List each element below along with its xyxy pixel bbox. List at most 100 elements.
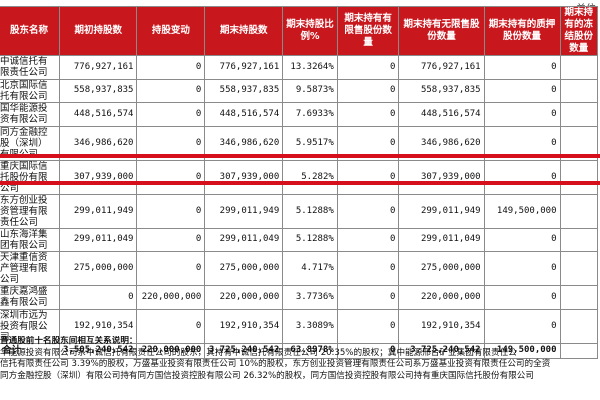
notes-line: 信托有限责任公司 3.39%的股权，万盛基业投资有限责任公司 10%的股权，东方… — [0, 359, 551, 369]
cell-pledged: 0 — [483, 159, 561, 195]
cell-pct: 4.717% — [282, 251, 338, 286]
table-row: 东方创业投资管理有限责任公司 299,011,949 0 299,011,949… — [0, 193, 599, 229]
cell-end: 776,927,161 — [204, 55, 284, 80]
cell-pct: 13.3264% — [282, 55, 338, 80]
cell-unrestricted: 192,910,354 — [398, 308, 485, 344]
cell-end: 346,986,620 — [204, 125, 284, 161]
cell-unrestricted: 776,927,161 — [398, 55, 485, 80]
cell-unrestricted: 3,725,240,542 — [398, 342, 485, 359]
cell-pledged: 149,500,000 — [483, 193, 561, 229]
cell-start: 299,011,949 — [59, 193, 138, 229]
cell-frozen — [559, 193, 599, 229]
cell-name: 深圳市远为投资有限公司 — [0, 308, 61, 344]
table-row: 山东海洋集团有限公司 299,011,049 0 299,011,049 5.1… — [0, 227, 599, 252]
table-header-row: 股东名称 期初持股数 持股变动 期末持股数 期末持股比例% 期末持有有限售股份数… — [0, 6, 599, 56]
cell-restricted: 0 — [336, 125, 400, 161]
cell-pct: 5.1288% — [282, 193, 338, 229]
cell-name: 同方金融控股（深圳）有限公司 — [0, 125, 61, 161]
cell-change: 220,000,000 — [136, 285, 206, 310]
cell-frozen — [559, 342, 599, 359]
cell-restricted: 0 — [336, 102, 400, 127]
cell-end: 299,011,949 — [204, 193, 284, 229]
cell-name: 北京国际信托有限公司 — [0, 78, 61, 103]
header-frozen: 期末持有的冻结股份数量 — [559, 6, 599, 56]
notes-line: 华能源投资有限公司系中诚信托有限责任公司的股东，其持有中诚信托有限责任公司 20… — [0, 347, 517, 358]
table-total-row: 合计 3,505,240,542 220,000,000 3,725,240,5… — [0, 342, 599, 359]
cell-restricted: 0 — [336, 193, 400, 229]
cell-pledged: 0 — [483, 78, 561, 103]
cell-restricted: 0 — [336, 251, 400, 286]
header-end-shares: 期末持股数 — [204, 6, 284, 56]
cell-start: 275,000,000 — [59, 251, 138, 286]
cell-frozen — [559, 102, 599, 127]
cell-unrestricted: 448,516,574 — [398, 102, 485, 127]
header-pledged: 期末持有的质押股份数量 — [483, 6, 561, 56]
cell-change: 0 — [136, 227, 206, 252]
header-name: 股东名称 — [0, 6, 61, 56]
cell-restricted: 0 — [336, 55, 400, 80]
cell-pct: 5.1288% — [282, 227, 338, 252]
cell-restricted: 0 — [336, 159, 400, 195]
cell-unrestricted: 346,986,620 — [398, 125, 485, 161]
cell-pledged: 0 — [483, 285, 561, 310]
cell-start: 3,505,240,542 — [59, 342, 138, 359]
cell-name: 重庆国际信托股份有限公司 — [0, 159, 61, 195]
notes-line: 同方金融控股（深圳）有限公司持有同方国信投资控股有限公司 26.32%的股权，同… — [0, 370, 534, 381]
cell-end: 3,725,240,542 — [204, 342, 284, 359]
cell-name: 中诚信托有限责任公司 — [0, 55, 61, 80]
table-row-highlighted: 重庆国际信托股份有限公司 307,939,000 0 307,939,000 5… — [0, 159, 599, 195]
cell-unrestricted: 299,011,049 — [398, 227, 485, 252]
relationship-notes: 普通股前十名股东间相互关系说明： 华能源投资有限公司系中诚信托有限责任公司的股东… — [0, 336, 600, 382]
cell-change: 0 — [136, 159, 206, 195]
cell-end: 299,011,049 — [204, 227, 284, 252]
cell-frozen — [559, 78, 599, 103]
cell-name: 国华能源投资有限公司 — [0, 102, 61, 127]
cell-unrestricted: 220,000,000 — [398, 285, 485, 310]
header-pct: 期末持股比例% — [282, 6, 338, 56]
cell-end: 558,937,835 — [204, 78, 284, 103]
cell-pct: 3.7736% — [282, 285, 338, 310]
cell-change: 0 — [136, 251, 206, 286]
cell-restricted: 0 — [336, 78, 400, 103]
cell-change: 0 — [136, 193, 206, 229]
table-row: 深圳市远为投资有限公司 192,910,354 0 192,910,354 3.… — [0, 308, 599, 344]
shareholder-table: 股东名称 期初持股数 持股变动 期末持股数 期末持股比例% 期末持有有限售股份数… — [0, 6, 599, 359]
table-row: 国华能源投资有限公司 448,516,574 0 448,516,574 7.6… — [0, 102, 599, 127]
cell-pct: 5.282% — [282, 159, 338, 195]
cell-start: 346,986,620 — [59, 125, 138, 161]
cell-restricted: 0 — [336, 227, 400, 252]
cell-change: 0 — [136, 55, 206, 80]
table-row: 北京国际信托有限公司 558,937,835 0 558,937,835 9.5… — [0, 78, 599, 103]
table-row: 重庆嘉鸿盛鑫有限公司 0 220,000,000 220,000,000 3.7… — [0, 285, 599, 310]
cell-start: 0 — [59, 285, 138, 310]
cell-frozen — [559, 125, 599, 161]
cell-end: 220,000,000 — [204, 285, 284, 310]
table-row: 同方金融控股（深圳）有限公司 346,986,620 0 346,986,620… — [0, 125, 599, 161]
cell-unrestricted: 299,011,949 — [398, 193, 485, 229]
cell-change: 0 — [136, 308, 206, 344]
notes-title: 普通股前十名股东间相互关系说明： — [0, 336, 138, 346]
cell-start: 776,927,161 — [59, 55, 138, 80]
cell-end: 448,516,574 — [204, 102, 284, 127]
cell-pct: 7.6933% — [282, 102, 338, 127]
cell-pledged: 0 — [483, 102, 561, 127]
cell-unrestricted: 275,000,000 — [398, 251, 485, 286]
header-change: 持股变动 — [136, 6, 206, 56]
cell-end: 307,939,000 — [204, 159, 284, 195]
cell-pledged: 0 — [483, 227, 561, 252]
cell-change: 0 — [136, 102, 206, 127]
table-row: 天津重信资产管理有限公司 275,000,000 0 275,000,000 4… — [0, 251, 599, 286]
cell-end: 275,000,000 — [204, 251, 284, 286]
cell-pledged: 0 — [483, 308, 561, 344]
header-restricted: 期末持有有限售股份数量 — [336, 6, 400, 56]
cell-frozen — [559, 159, 599, 195]
cell-name: 东方创业投资管理有限责任公司 — [0, 193, 61, 229]
cell-start: 448,516,574 — [59, 102, 138, 127]
cell-name: 重庆嘉鸿盛鑫有限公司 — [0, 285, 61, 310]
cell-change: 0 — [136, 78, 206, 103]
cell-frozen — [559, 55, 599, 80]
cell-pledged: 0 — [483, 125, 561, 161]
cell-pct: 5.9517% — [282, 125, 338, 161]
cell-change: 0 — [136, 125, 206, 161]
cell-start: 299,011,049 — [59, 227, 138, 252]
